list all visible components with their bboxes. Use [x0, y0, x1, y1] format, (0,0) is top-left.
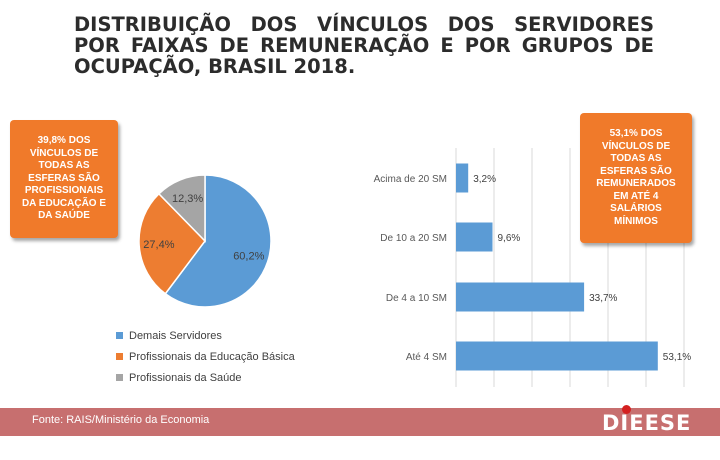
bar-category-label: De 10 a 20 SM: [380, 233, 447, 244]
footer-source: Fonte: RAIS/Ministério da Economia: [32, 414, 210, 426]
legend-swatch: [116, 353, 123, 360]
pie-legend: Demais Servidores Profissionais da Educa…: [116, 325, 295, 388]
legend-item-educacao: Profissionais da Educação Básica: [116, 346, 295, 367]
callout-left: 39,8% DOS VÍNCULOS DE TODAS AS ESFERAS S…: [10, 120, 118, 238]
bar: [456, 222, 493, 252]
legend-swatch: [116, 332, 123, 339]
pie-slice: [157, 174, 206, 243]
bar: [456, 282, 585, 312]
pie-data-label: 27,4%: [143, 239, 174, 251]
legend-label: Demais Servidores: [129, 329, 222, 342]
legend-item-saude: Profissionais da Saúde: [116, 367, 295, 388]
dieese-logo: DIEESE: [602, 411, 692, 435]
bar-data-label: 9,6%: [498, 233, 521, 244]
legend-label: Profissionais da Educação Básica: [129, 350, 295, 363]
bar-category-label: Até 4 SM: [406, 352, 447, 363]
footer-bar: Fonte: RAIS/Ministério da Economia: [0, 408, 720, 436]
legend-item-demais: Demais Servidores: [116, 325, 295, 346]
legend-label: Profissionais da Saúde: [129, 371, 242, 384]
bar-data-label: 53,1%: [663, 352, 691, 363]
bar: [456, 341, 658, 371]
pie-slice: [164, 174, 272, 308]
bar-category-label: De 4 a 10 SM: [386, 293, 447, 304]
bar: [456, 163, 469, 193]
bar-data-label: 33,7%: [589, 293, 617, 304]
callout-right-text: 53,1% DOS VÍNCULOS DE TODAS AS ESFERAS S…: [596, 128, 676, 227]
legend-swatch: [116, 374, 123, 381]
logo-star-icon: [622, 405, 631, 414]
bar-data-label: 3,2%: [473, 174, 496, 185]
page-title: DISTRIBUIÇÃO DOS VÍNCULOS DOS SERVIDORES…: [74, 13, 654, 78]
callout-right: 53,1% DOS VÍNCULOS DE TODAS AS ESFERAS S…: [580, 113, 692, 243]
callout-left-text: 39,8% DOS VÍNCULOS DE TODAS AS ESFERAS S…: [21, 135, 107, 222]
pie-slice: [138, 192, 206, 295]
bar-category-label: Acima de 20 SM: [374, 174, 447, 185]
pie-data-label: 60,2%: [233, 251, 264, 263]
pie-data-label: 12,3%: [172, 193, 203, 205]
